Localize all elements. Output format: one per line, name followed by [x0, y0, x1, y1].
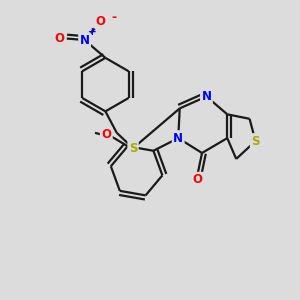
Text: N: N — [80, 34, 90, 46]
Text: S: S — [251, 135, 260, 148]
Text: O: O — [54, 32, 64, 45]
Text: +: + — [88, 27, 97, 37]
Text: -: - — [111, 11, 116, 24]
Text: O: O — [101, 128, 111, 141]
Text: N: N — [202, 90, 212, 103]
Text: O: O — [193, 173, 202, 186]
Text: O: O — [95, 14, 105, 28]
Text: N: N — [173, 132, 183, 145]
Text: S: S — [129, 142, 137, 155]
